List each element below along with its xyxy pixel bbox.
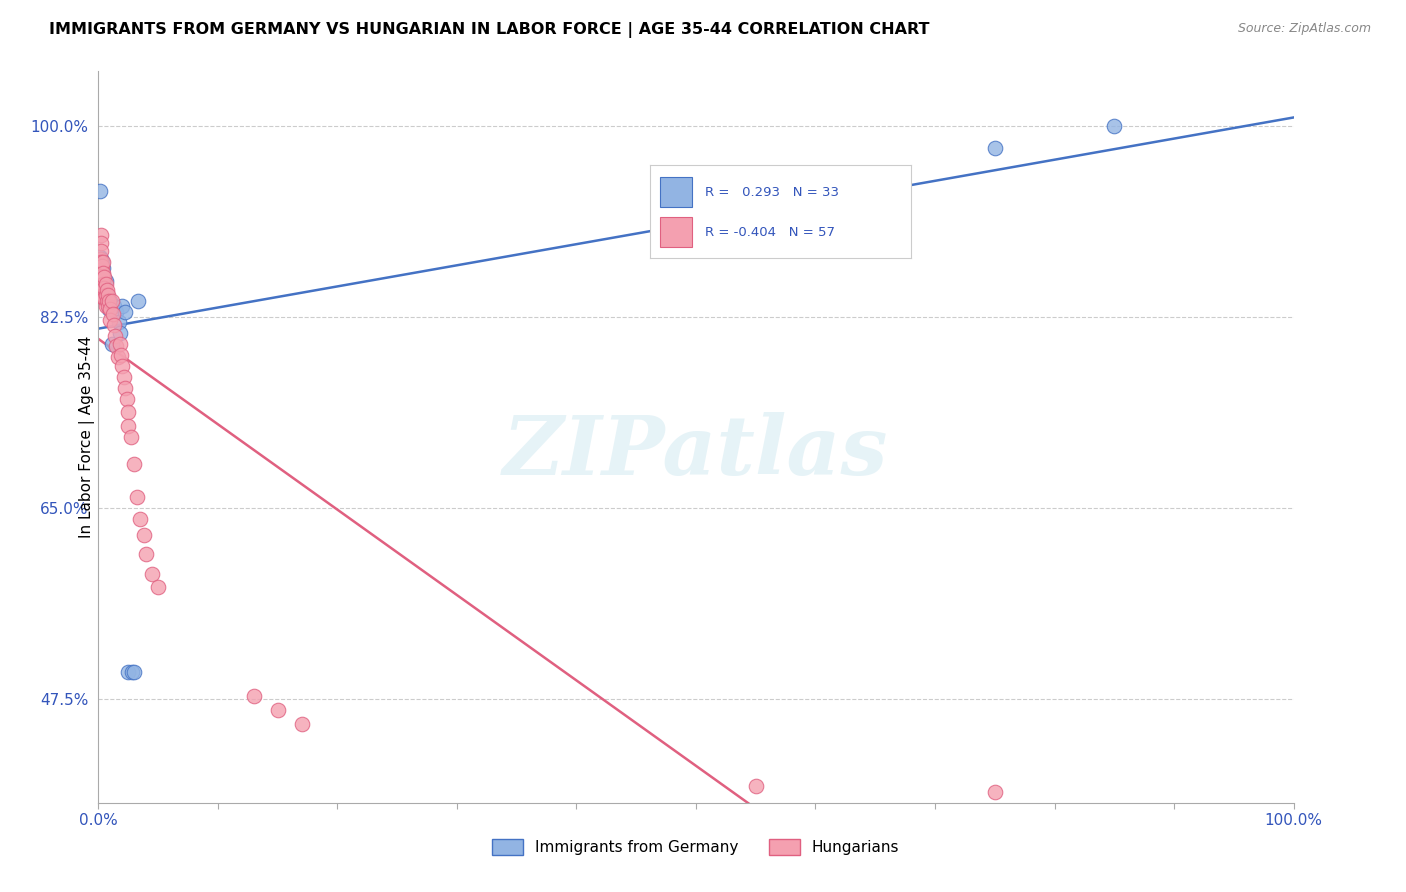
Point [96, 283, 118, 297]
Point [98, 293, 121, 308]
Point [111, 359, 134, 373]
Point [105, 304, 128, 318]
Point [94, 288, 117, 302]
Point [124, 665, 146, 679]
Point [111, 299, 134, 313]
Point [94, 299, 117, 313]
Point [125, 490, 148, 504]
Point [91, 277, 114, 292]
Point [1104, 119, 1126, 133]
Point [93, 272, 115, 286]
Point [98, 302, 121, 317]
Point [117, 405, 139, 419]
Point [90, 266, 112, 280]
Text: ZIPatlas: ZIPatlas [503, 412, 889, 491]
Point [93, 280, 115, 294]
Point [132, 528, 155, 542]
Point [129, 512, 152, 526]
Point [115, 392, 138, 406]
Point [91, 274, 114, 288]
Point [103, 299, 125, 313]
Point [100, 293, 122, 308]
Point [105, 339, 128, 353]
Point [101, 307, 124, 321]
Point [120, 430, 142, 444]
Point [91, 268, 114, 283]
Point [108, 326, 131, 341]
Point [91, 255, 114, 269]
Point [90, 255, 112, 269]
Point [90, 235, 112, 250]
Point [112, 370, 135, 384]
Point [91, 283, 114, 297]
Point [93, 290, 115, 304]
Point [89, 252, 111, 267]
Point [96, 293, 118, 308]
Point [91, 290, 114, 304]
Point [93, 280, 115, 294]
Point [107, 351, 129, 365]
Point [98, 313, 122, 327]
Point [91, 279, 114, 293]
Point [96, 288, 118, 302]
Point [127, 293, 149, 308]
Text: IMMIGRANTS FROM GERMANY VS HUNGARIAN IN LABOR FORCE | AGE 35-44 CORRELATION CHAR: IMMIGRANTS FROM GERMANY VS HUNGARIAN IN … [49, 22, 929, 38]
Point [114, 381, 136, 395]
Bar [661, 178, 692, 207]
Point [89, 185, 111, 199]
Point [91, 255, 114, 269]
Point [91, 266, 114, 280]
Point [110, 348, 132, 362]
Point [984, 785, 1007, 799]
Point [93, 292, 115, 306]
Point [103, 318, 125, 332]
Point [98, 293, 122, 308]
Point [90, 244, 112, 259]
Point [114, 304, 136, 318]
Point [100, 337, 122, 351]
Point [117, 665, 139, 679]
Point [97, 288, 120, 302]
Point [745, 228, 768, 243]
Point [97, 299, 120, 313]
Point [94, 274, 117, 288]
Point [98, 302, 122, 317]
Point [89, 285, 111, 299]
Bar [661, 218, 692, 247]
Point [91, 260, 114, 275]
Point [89, 274, 111, 288]
Point [984, 141, 1007, 155]
Point [117, 419, 139, 434]
Point [90, 274, 112, 288]
Point [91, 259, 114, 273]
Point [91, 288, 114, 302]
Point [148, 580, 170, 594]
Point [107, 315, 129, 329]
Legend: Immigrants from Germany, Hungarians: Immigrants from Germany, Hungarians [486, 833, 905, 861]
Point [108, 337, 131, 351]
Point [291, 717, 314, 731]
Point [94, 277, 117, 292]
Y-axis label: In Labor Force | Age 35-44: In Labor Force | Age 35-44 [79, 336, 96, 538]
Point [124, 458, 146, 472]
Point [91, 266, 114, 280]
Point [90, 252, 112, 267]
Point [89, 263, 111, 277]
Point [121, 665, 143, 679]
Point [97, 293, 120, 308]
Point [267, 703, 290, 717]
Point [243, 689, 266, 703]
Text: Source: ZipAtlas.com: Source: ZipAtlas.com [1237, 22, 1371, 36]
Point [745, 780, 768, 794]
Point [89, 250, 111, 264]
Point [141, 566, 163, 581]
Point [135, 547, 157, 561]
Point [90, 228, 112, 243]
Point [90, 263, 112, 277]
Point [104, 328, 127, 343]
Point [93, 269, 115, 284]
Text: R = -0.404   N = 57: R = -0.404 N = 57 [704, 226, 835, 239]
Text: R =   0.293   N = 33: R = 0.293 N = 33 [704, 186, 838, 199]
Point [91, 274, 114, 288]
